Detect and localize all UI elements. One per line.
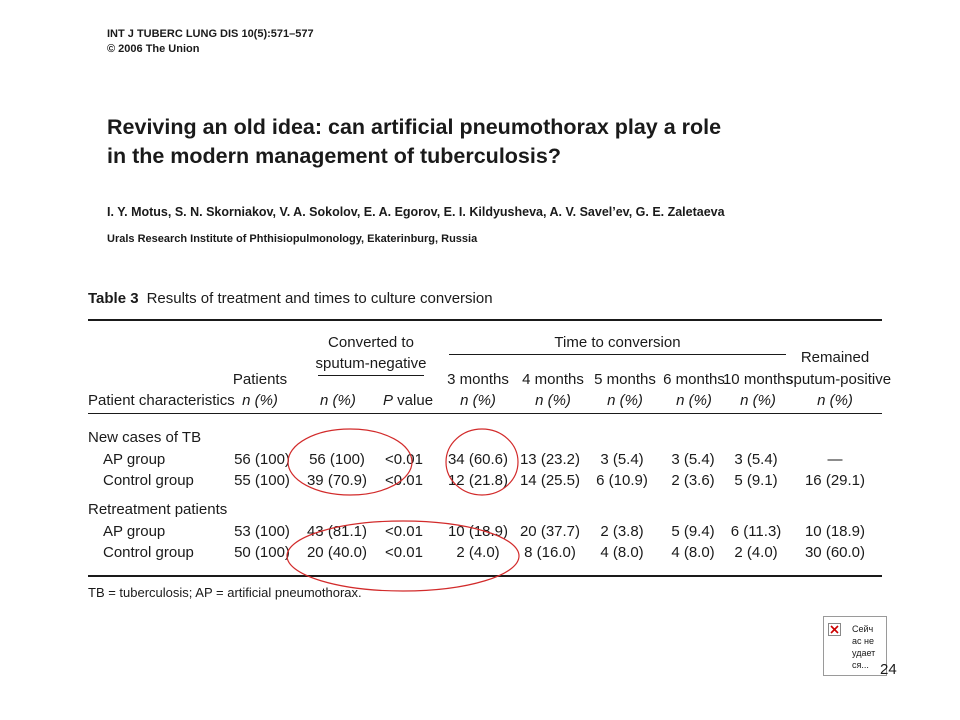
broken-image-placeholder: Сейч ас не удает ся... (823, 616, 887, 676)
cell-converted: 43 (81.1) (306, 523, 368, 540)
table-caption-text: Results of treatment and times to cultur… (146, 290, 493, 307)
cell-6-months: 2 (3.6) (671, 472, 715, 489)
table-bottom-rule (88, 575, 882, 577)
cell-converted: 56 (100) (309, 451, 365, 468)
cell-remained: 16 (29.1) (804, 472, 866, 489)
cell-4-months: 8 (16.0) (524, 544, 576, 561)
row-label: Control group (103, 544, 194, 561)
header-converted-line2: sputum-negative (315, 355, 427, 372)
header-3-months: 3 months (447, 371, 509, 388)
cell-10-months: 3 (5.4) (734, 451, 778, 468)
cell-p-value: <0.01 (385, 544, 423, 561)
page-number: 24 (880, 661, 897, 678)
header-remained-line1: Remained (800, 349, 870, 366)
cell-5-months: 2 (3.8) (600, 523, 644, 540)
cell-10-months: 2 (4.0) (734, 544, 778, 561)
cell-4-months: 20 (37.7) (519, 523, 581, 540)
cell-6-months: 5 (9.4) (671, 523, 715, 540)
table-top-rule (88, 319, 882, 321)
section-title-new-cases: New cases of TB (88, 429, 202, 446)
journal-header: INT J TUBERC LUNG DIS 10(5):571–577 © 20… (107, 27, 314, 57)
row-label: Control group (103, 472, 194, 489)
header-patient-characteristics: Patient characteristics (88, 392, 235, 409)
cell-4-months: 14 (25.5) (519, 472, 581, 489)
cell-6-months: 4 (8.0) (671, 544, 715, 561)
cell-patients: 50 (100) (234, 544, 290, 561)
paper-affiliation: Urals Research Institute of Phthisiopulm… (107, 233, 478, 245)
header-10-months-unit: n (%) (740, 392, 776, 409)
row-label: AP group (103, 523, 166, 540)
row-label: AP group (103, 451, 166, 468)
header-patients-unit: n (%) (242, 392, 278, 409)
paper-authors: I. Y. Motus, S. N. Skorniakov, V. A. Sok… (107, 205, 725, 219)
header-time-to-conversion: Time to conversion (554, 334, 681, 351)
cell-converted: 20 (40.0) (306, 544, 368, 561)
table-header-rule (88, 413, 882, 414)
header-remained-unit: n (%) (817, 392, 853, 409)
header-converted-n: n (%) (320, 392, 356, 409)
cell-p-value: <0.01 (385, 451, 423, 468)
header-remained-line2: sputum-positive (786, 371, 892, 388)
cell-3-months: 10 (18.9) (447, 523, 509, 540)
cell-remained: — (827, 451, 843, 468)
cell-patients: 53 (100) (234, 523, 290, 540)
cell-3-months: 12 (21.8) (447, 472, 509, 489)
cell-5-months: 4 (8.0) (600, 544, 644, 561)
paper-title: Reviving an old idea: can artificial pne… (107, 113, 887, 171)
header-5-months-unit: n (%) (607, 392, 643, 409)
header-patients: Patients (232, 371, 288, 388)
header-4-months-unit: n (%) (535, 392, 571, 409)
header-10-months: 10 months (722, 371, 794, 388)
cell-5-months: 3 (5.4) (600, 451, 644, 468)
cell-3-months: 34 (60.6) (447, 451, 509, 468)
table-footnote: TB = tuberculosis; AP = artificial pneum… (88, 585, 362, 600)
header-4-months: 4 months (522, 371, 584, 388)
table-caption: Table 3 Results of treatment and times to… (88, 290, 493, 307)
cell-5-months: 6 (10.9) (596, 472, 648, 489)
broken-image-alt-text: Сейч ас не удает ся... (852, 624, 876, 670)
cell-6-months: 3 (5.4) (671, 451, 715, 468)
cell-10-months: 5 (9.1) (734, 472, 778, 489)
converted-header-rule (318, 375, 424, 376)
section-title-retreatment: Retreatment patients (88, 501, 228, 518)
header-5-months: 5 months (594, 371, 656, 388)
table-label: Table 3 (88, 290, 139, 307)
cell-3-months: 2 (4.0) (456, 544, 500, 561)
paper-title-line-1: Reviving an old idea: can artificial pne… (107, 115, 722, 139)
cell-patients: 55 (100) (234, 472, 290, 489)
cell-10-months: 6 (11.3) (730, 523, 782, 540)
header-3-months-unit: n (%) (460, 392, 496, 409)
emphasis-circle-new-cases-3-months (445, 428, 519, 496)
emphasis-circle-retreatment (286, 520, 520, 592)
emphasis-circle-new-cases-converted (287, 428, 413, 496)
cell-p-value: <0.01 (385, 523, 423, 540)
header-p-value: P value (383, 392, 434, 409)
header-6-months: 6 months (663, 371, 725, 388)
broken-image-icon (828, 623, 841, 636)
journal-citation: INT J TUBERC LUNG DIS 10(5):571–577 (107, 28, 314, 40)
cell-remained: 30 (60.0) (804, 544, 866, 561)
time-header-rule (449, 354, 786, 355)
journal-copyright: © 2006 The Union (107, 43, 200, 55)
header-converted-line1: Converted to (328, 334, 414, 351)
cell-4-months: 13 (23.2) (519, 451, 581, 468)
cell-patients: 56 (100) (234, 451, 290, 468)
paper-title-line-2: in the modern management of tuberculosis… (107, 144, 561, 168)
cell-converted: 39 (70.9) (306, 472, 368, 489)
header-6-months-unit: n (%) (676, 392, 712, 409)
cell-remained: 10 (18.9) (804, 523, 866, 540)
